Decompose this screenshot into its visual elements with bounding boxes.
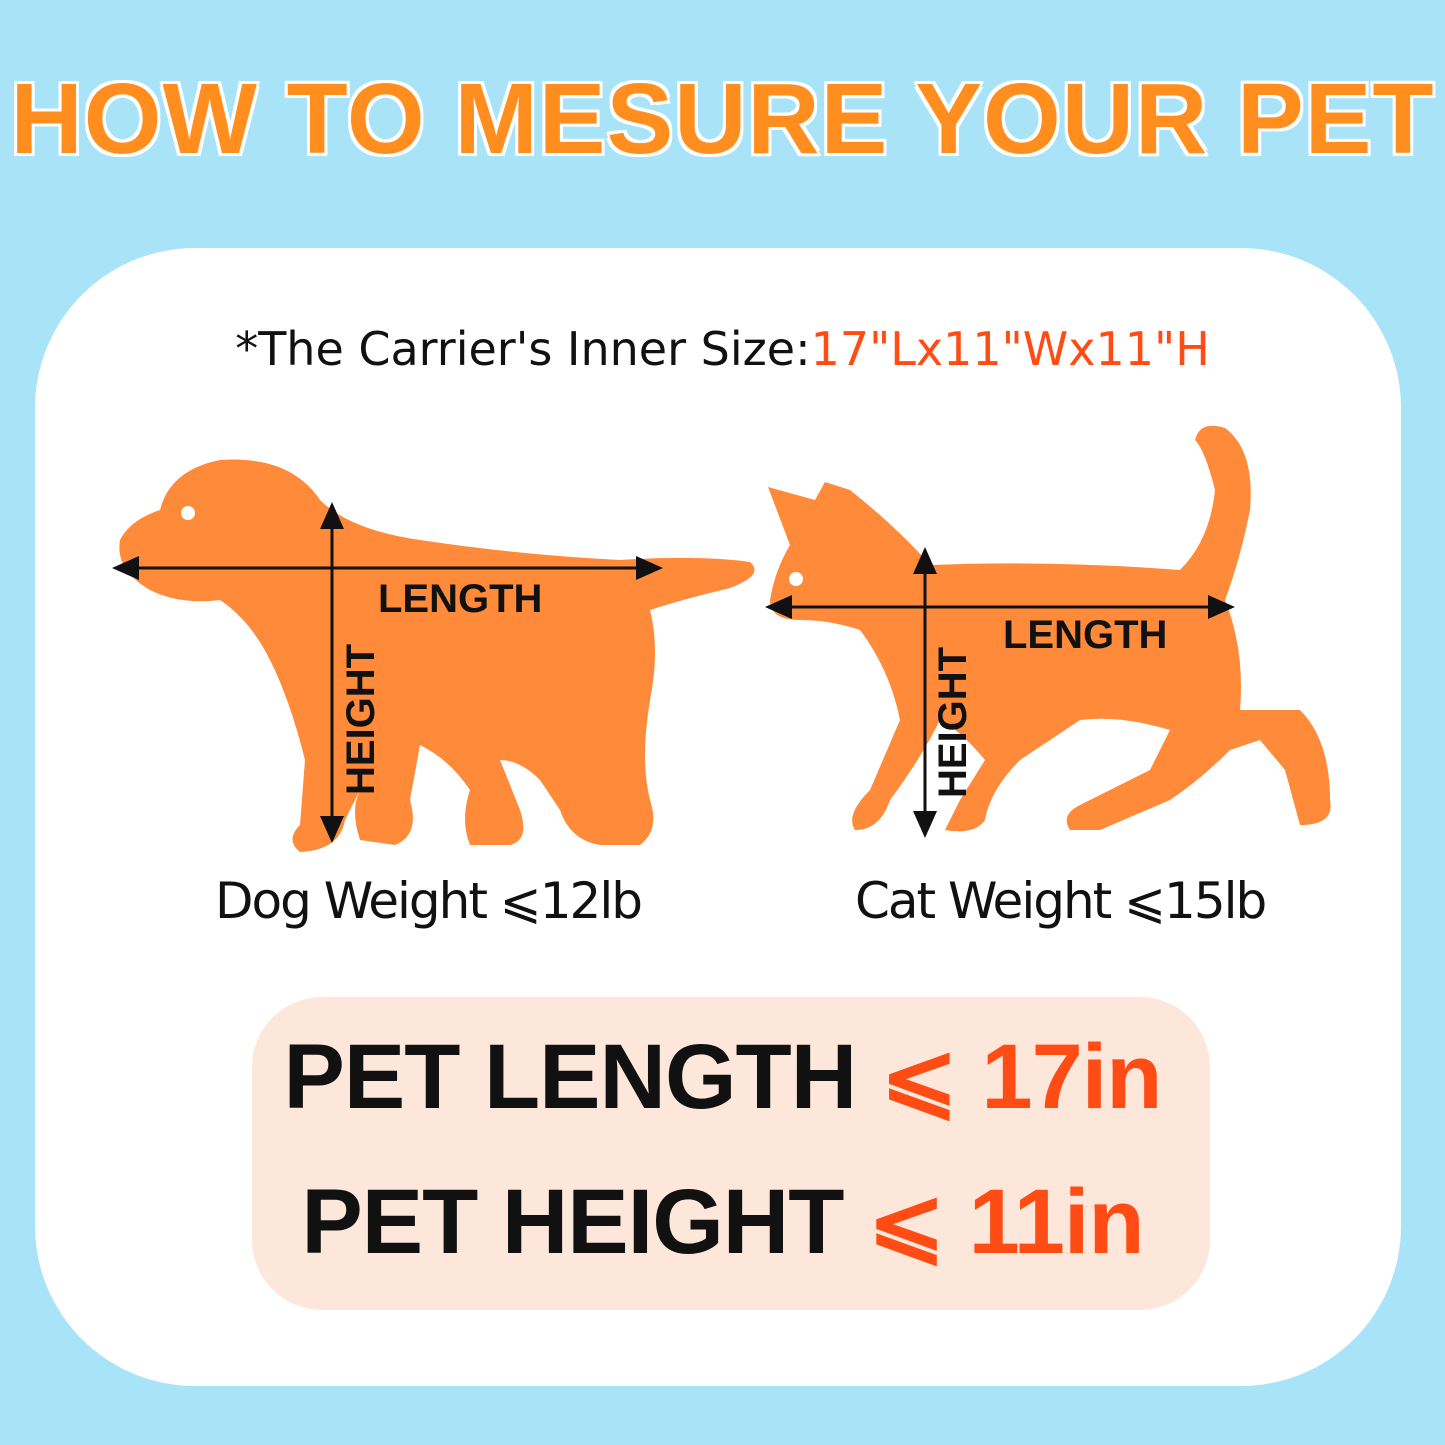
pet-length-label: PET LENGTH bbox=[283, 1026, 858, 1128]
cat-length-label: LENGTH bbox=[1003, 613, 1167, 657]
dog-measure-arrows bbox=[112, 502, 1235, 843]
pet-height-limit: PET HEIGHT ⩽ 11in bbox=[0, 1168, 1445, 1275]
dog-height-label: HEIGHT bbox=[339, 644, 383, 795]
pet-height-label: PET HEIGHT bbox=[301, 1171, 844, 1273]
limits-box bbox=[252, 997, 1210, 1310]
pet-length-value: ⩽ 17in bbox=[880, 1026, 1163, 1128]
carrier-size-value: 17"Lx11"Wx11"H bbox=[810, 322, 1210, 376]
dog-length-label: LENGTH bbox=[378, 577, 542, 621]
cat-silhouette bbox=[768, 425, 1331, 832]
pet-height-value: ⩽ 11in bbox=[867, 1171, 1145, 1273]
page-title: HOW TO MESURE YOUR PET bbox=[8, 61, 1435, 177]
dog-weight: Dog Weight ⩽12lb bbox=[215, 872, 643, 930]
carrier-size: *The Carrier's Inner Size:17"Lx11"Wx11"H bbox=[0, 322, 1445, 376]
pet-length-limit: PET LENGTH ⩽ 17in bbox=[0, 1023, 1445, 1130]
carrier-size-label: *The Carrier's Inner Size: bbox=[235, 322, 811, 376]
cat-weight: Cat Weight ⩽15lb bbox=[855, 872, 1267, 930]
cat-height-label: HEIGHT bbox=[931, 647, 975, 798]
dog-silhouette bbox=[119, 459, 755, 852]
